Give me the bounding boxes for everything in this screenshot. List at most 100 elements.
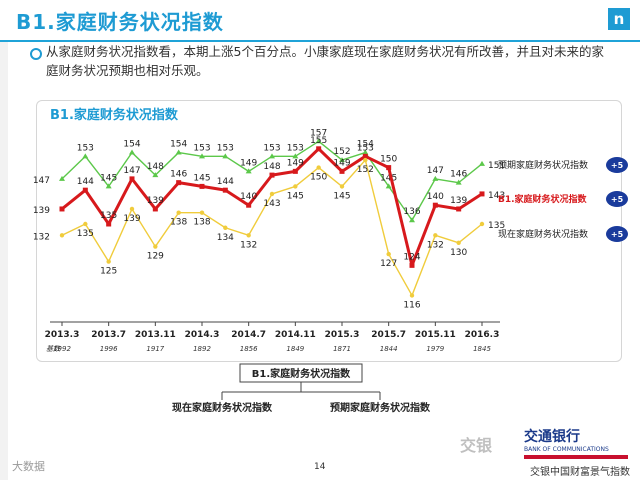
- data-label: 132: [240, 240, 257, 250]
- data-label: 148: [147, 162, 164, 172]
- data-label: 138: [170, 218, 187, 228]
- series-line: [61, 159, 483, 297]
- data-point: [176, 210, 181, 215]
- data-label: 153: [217, 143, 234, 153]
- bullet-icon: [30, 48, 42, 60]
- data-point: [152, 172, 159, 178]
- sample-size-heading: 基数: [46, 345, 61, 353]
- data-point: [153, 244, 158, 249]
- bank-logo: 交通银行 BANK OF COMMUNICATIONS: [524, 426, 634, 459]
- data-point: [59, 206, 65, 212]
- legend-label: 预期家庭财务状况指数: [498, 159, 588, 171]
- data-point: [176, 180, 182, 186]
- data-point: [246, 202, 252, 208]
- footer-left-text: 大数据: [12, 460, 45, 473]
- data-point: [222, 187, 228, 193]
- legend-label: B1.家庭财务状况指数: [498, 193, 588, 205]
- data-label: 153: [77, 143, 94, 153]
- data-point: [432, 175, 439, 181]
- data-label: 143: [263, 199, 280, 209]
- data-label: 150: [380, 155, 397, 165]
- sample-size-label: 1917: [146, 345, 164, 353]
- data-label: 157: [310, 128, 327, 138]
- x-tick-label: 2014.3: [185, 330, 220, 340]
- data-label: 149: [287, 158, 304, 168]
- data-point: [339, 157, 345, 163]
- data-point: [199, 153, 205, 159]
- data-point: [386, 251, 391, 257]
- data-label: 135: [488, 221, 505, 231]
- data-label: 125: [100, 267, 117, 277]
- bank-english-name: BANK OF COMMUNICATIONS: [524, 446, 609, 453]
- data-label: 145: [333, 191, 350, 201]
- data-point: [363, 157, 368, 163]
- data-point: [409, 262, 415, 268]
- data-label: 139: [450, 196, 467, 206]
- data-point: [83, 221, 88, 227]
- data-label: 149: [333, 158, 350, 168]
- legend-label: 现在家庭财务状况指数: [498, 228, 588, 240]
- sample-size-label: 1892: [193, 345, 211, 353]
- data-point: [432, 202, 438, 208]
- data-label: 145: [287, 191, 304, 201]
- data-point: [456, 206, 462, 212]
- data-point: [199, 183, 205, 189]
- data-point: [339, 184, 345, 189]
- data-point: [293, 184, 298, 189]
- data-label: 154: [170, 140, 187, 150]
- sample-size-label: 1996: [100, 345, 118, 353]
- sample-size-label: 1844: [380, 345, 398, 353]
- chart-frame: [36, 100, 622, 362]
- data-point: [386, 165, 392, 171]
- data-point: [106, 221, 112, 227]
- data-label: 127: [380, 259, 397, 269]
- data-label: 147: [123, 166, 140, 176]
- data-label: 140: [427, 192, 444, 202]
- data-point: [245, 168, 252, 174]
- data-label: 151: [488, 161, 505, 171]
- data-point: [59, 233, 65, 238]
- data-label: 149: [240, 158, 257, 168]
- x-tick-label: 2014.11: [275, 330, 316, 340]
- data-label: 134: [217, 233, 234, 243]
- data-point: [385, 183, 392, 189]
- data-point: [455, 179, 462, 185]
- data-label: 144: [217, 177, 234, 187]
- header-bar: [0, 0, 640, 42]
- corner-logo: n: [608, 8, 630, 30]
- x-tick-label: 2013.11: [135, 330, 176, 340]
- data-point: [129, 206, 135, 212]
- data-label: 140: [240, 192, 257, 202]
- data-label: 143: [488, 191, 505, 201]
- data-label: 132: [33, 232, 50, 242]
- page-number: 14: [314, 462, 326, 472]
- x-tick-label: 2013.3: [45, 330, 80, 340]
- data-point: [152, 206, 158, 212]
- sample-size-label: 1992: [53, 345, 71, 353]
- data-label: 129: [147, 252, 164, 262]
- data-point: [223, 225, 228, 230]
- data-point: [315, 138, 322, 144]
- data-label: 154: [357, 140, 374, 150]
- data-point: [339, 168, 345, 174]
- bank-name: 交通银行: [524, 429, 580, 445]
- data-label: 130: [450, 248, 467, 258]
- data-point: [269, 191, 275, 197]
- data-label: 147: [427, 166, 444, 176]
- data-label: 147: [33, 176, 50, 186]
- chart-title: B1.家庭财务状况指数: [50, 108, 178, 123]
- change-badge: [606, 226, 628, 242]
- change-badge-text: +5: [611, 230, 624, 239]
- data-label: 148: [263, 162, 280, 172]
- bank-red-bar: [524, 455, 628, 459]
- sample-size-label: 1845: [473, 345, 491, 353]
- data-label: 139: [33, 206, 50, 216]
- data-point: [479, 160, 485, 166]
- diagram-right-label: 预期家庭财务状况指数: [330, 401, 431, 414]
- data-label: 153: [193, 143, 210, 153]
- data-point: [129, 149, 135, 155]
- sample-size-label: 1856: [240, 345, 258, 353]
- data-point: [362, 153, 368, 159]
- data-label: 116: [403, 300, 420, 310]
